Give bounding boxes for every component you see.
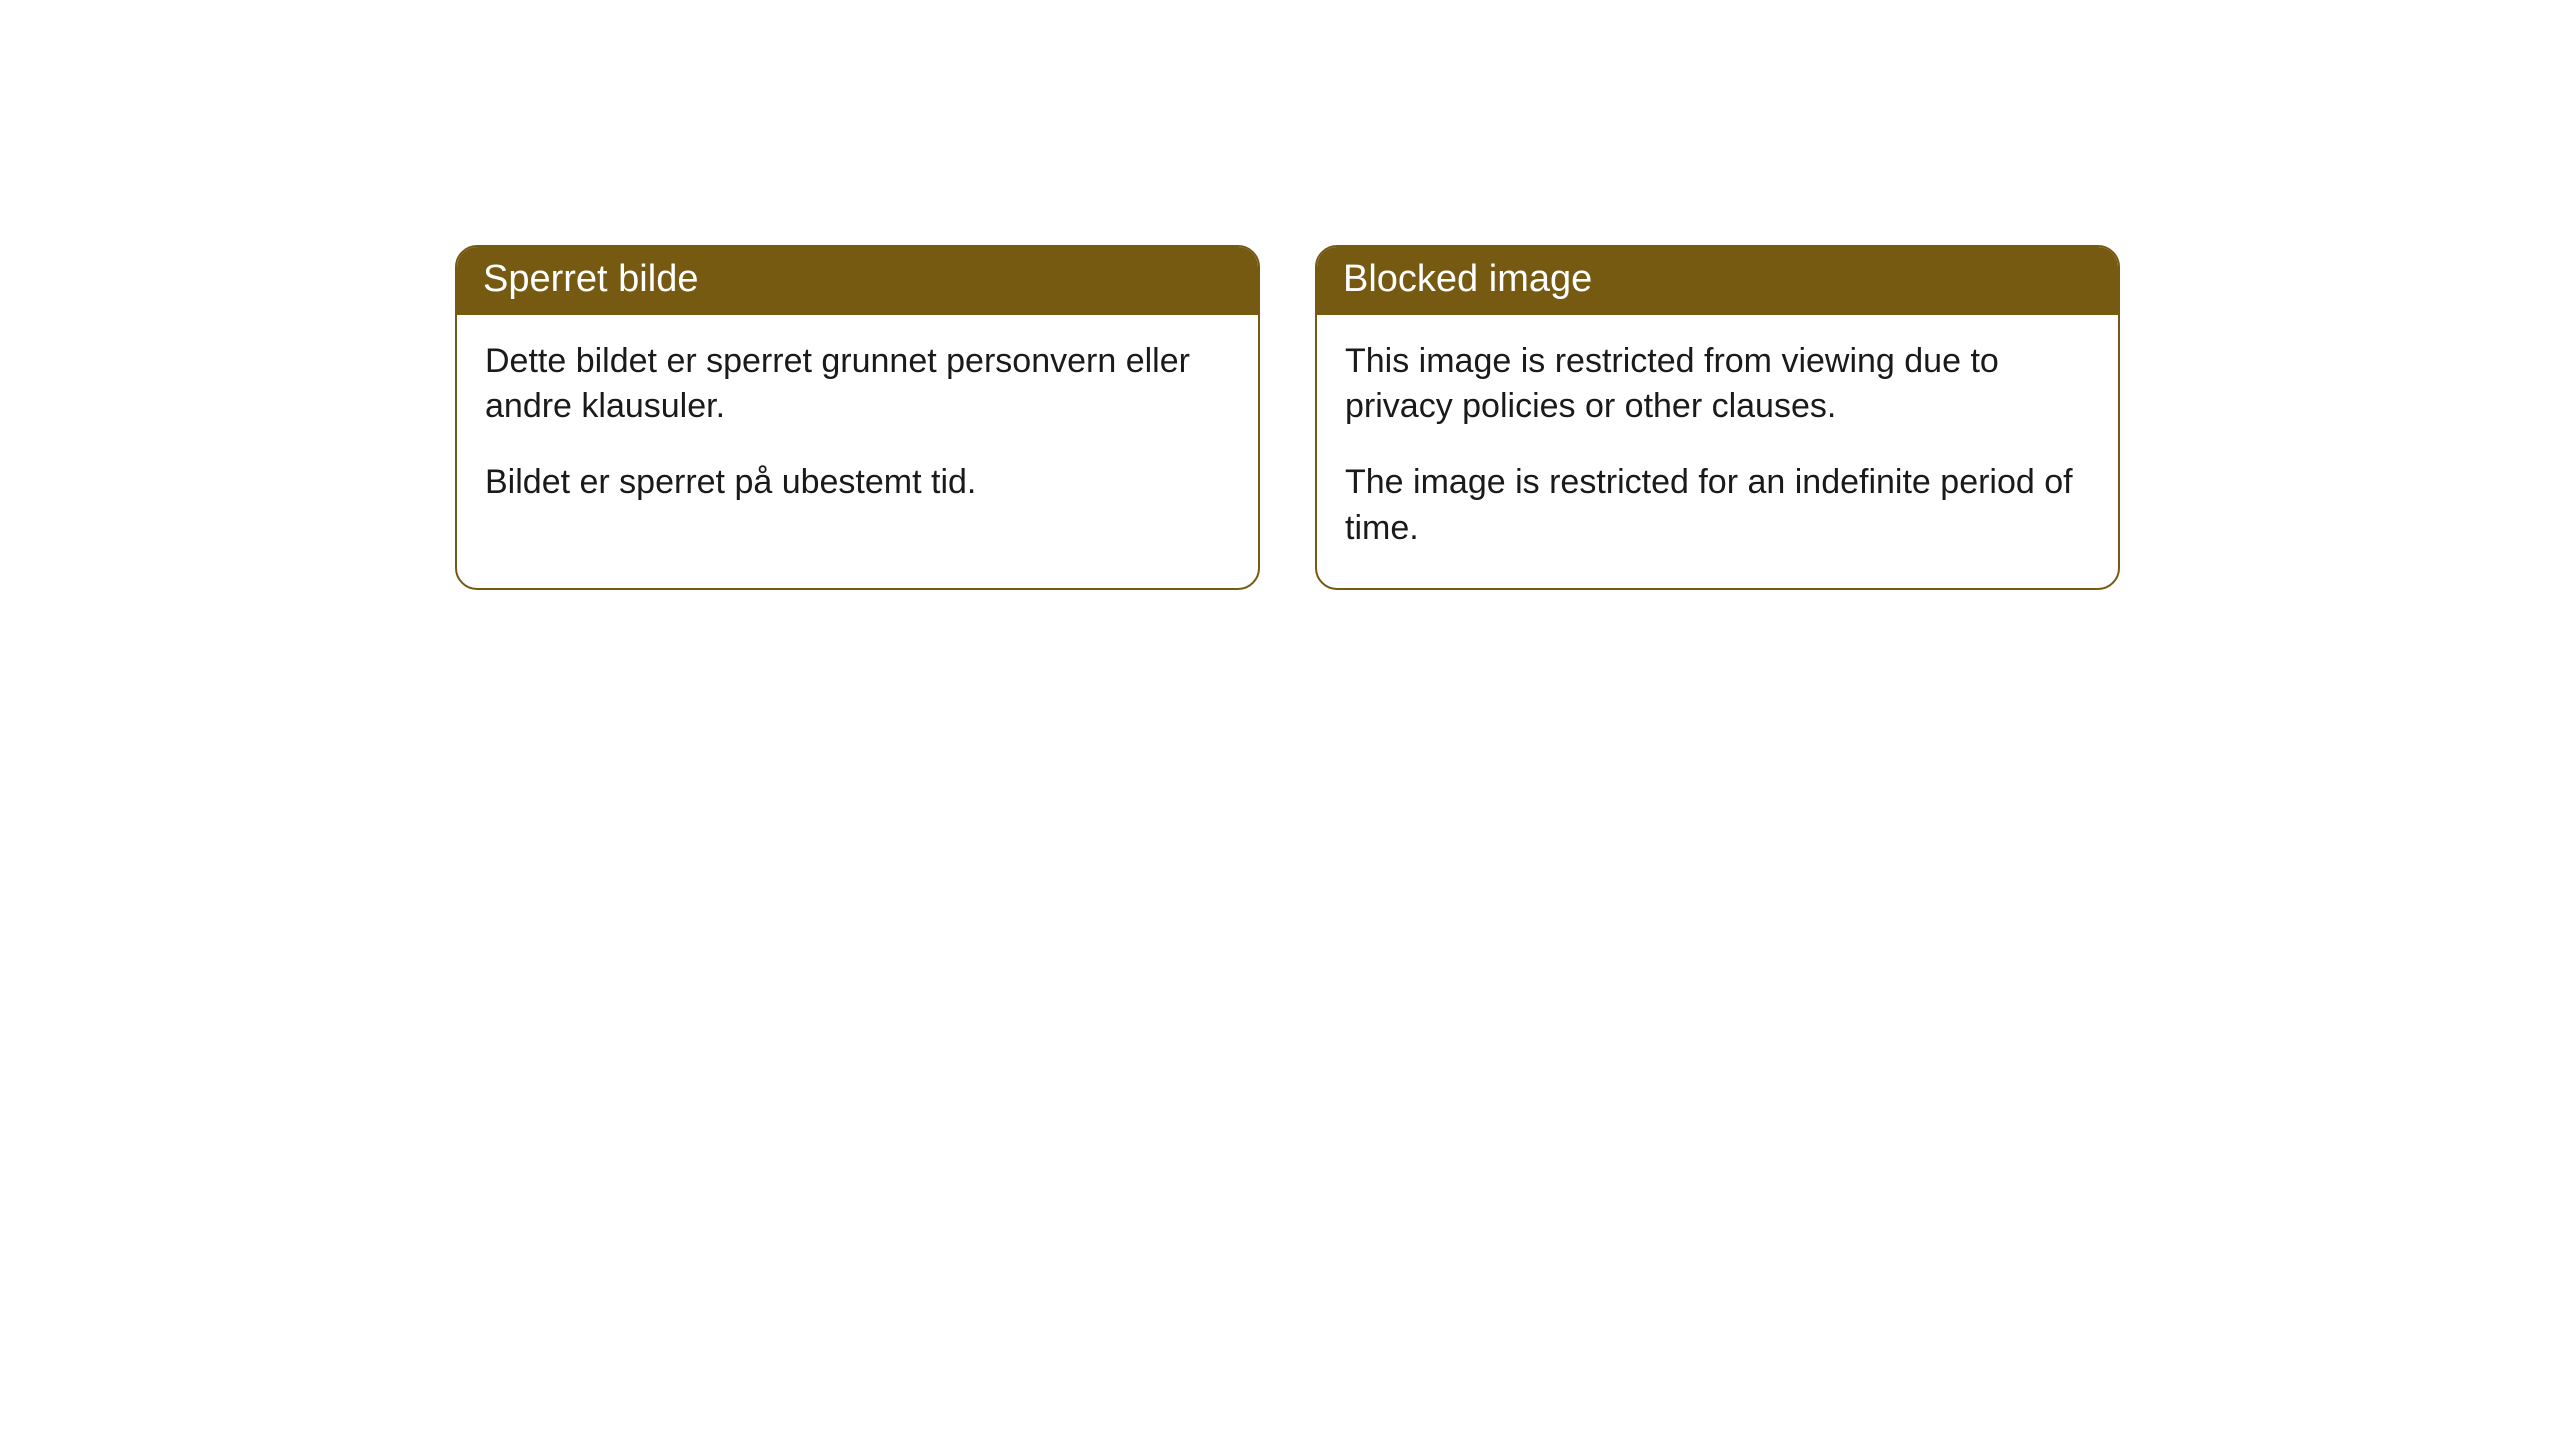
card-body-norwegian: Dette bildet er sperret grunnet personve… [457, 315, 1258, 543]
card-norwegian: Sperret bilde Dette bildet er sperret gr… [455, 245, 1260, 590]
card-header-english: Blocked image [1317, 247, 2118, 315]
cards-container: Sperret bilde Dette bildet er sperret gr… [455, 245, 2120, 590]
card-text-line1: Dette bildet er sperret grunnet personve… [485, 339, 1230, 431]
card-header-norwegian: Sperret bilde [457, 247, 1258, 315]
card-text-line1: This image is restricted from viewing du… [1345, 339, 2090, 431]
card-english: Blocked image This image is restricted f… [1315, 245, 2120, 590]
card-body-english: This image is restricted from viewing du… [1317, 315, 2118, 589]
card-text-line2: The image is restricted for an indefinit… [1345, 460, 2090, 552]
card-text-line2: Bildet er sperret på ubestemt tid. [485, 460, 1230, 506]
